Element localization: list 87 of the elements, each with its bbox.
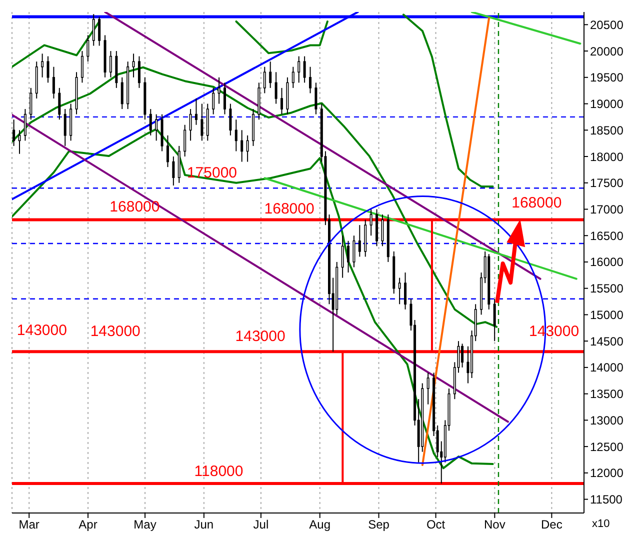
candlestick	[58, 87, 61, 120]
candlestick	[352, 235, 356, 268]
candlestick	[46, 56, 50, 84]
candlestick	[212, 87, 215, 115]
y-tick-label: 16000	[590, 255, 624, 270]
candlestick	[358, 224, 361, 258]
y-tick-label: 13500	[590, 387, 624, 402]
candlestick	[303, 56, 306, 84]
candlestick	[64, 108, 66, 146]
candlestick	[341, 235, 344, 278]
candlestick	[269, 61, 272, 88]
candlestick	[218, 76, 220, 104]
annotation: 118000	[194, 463, 244, 480]
candlestick	[274, 72, 278, 104]
candlestick	[292, 66, 294, 88]
candlestick	[149, 108, 152, 136]
annotation: 168000	[512, 194, 562, 212]
candlestick	[298, 56, 300, 84]
candlestick	[461, 343, 464, 368]
candlestick	[200, 103, 204, 142]
y-tick-label: 18500	[590, 123, 624, 138]
annotation: 143000	[16, 322, 67, 340]
y-tick-label: 12000	[590, 466, 624, 480]
candlestick	[41, 53, 44, 78]
x-tick-label: Dec	[541, 518, 562, 532]
x-tick-label: Oct	[426, 518, 446, 532]
annotation: 168000	[110, 198, 160, 216]
candlestick	[92, 14, 95, 46]
candlestick	[404, 272, 407, 310]
candlestick	[194, 98, 198, 126]
candlestick	[109, 50, 112, 78]
annotation: 168000	[264, 200, 314, 218]
x-tick-label: Jul	[253, 518, 269, 532]
y-axis-title: x10	[592, 518, 610, 530]
candlestick	[246, 134, 249, 162]
candlestick	[30, 87, 32, 120]
candlestick	[98, 16, 101, 46]
candlestick	[172, 156, 175, 186]
candlestick	[240, 130, 244, 162]
candlestick	[52, 66, 55, 99]
y-tick-label: 14500	[590, 334, 624, 348]
x-tick-label: Jun	[194, 518, 214, 532]
y-tick-label: 19000	[590, 97, 624, 112]
candlestick	[426, 372, 430, 405]
x-tick-label: Sep	[368, 518, 390, 532]
candlestick	[381, 214, 384, 247]
candlestick	[138, 56, 140, 88]
y-tick-label: 20000	[590, 44, 624, 58]
candlestick	[398, 277, 401, 305]
y-tick-label: 15000	[590, 308, 624, 322]
candlestick	[263, 66, 266, 94]
candlestick	[86, 34, 90, 62]
y-tick-label: 17500	[590, 176, 624, 190]
y-tick-label: 15500	[590, 282, 624, 296]
y-tick-label: 12500	[590, 440, 624, 454]
candlestick	[166, 134, 169, 168]
candlestick	[370, 208, 372, 236]
y-tick-label: 20500	[590, 18, 624, 32]
candlestick	[155, 114, 158, 142]
y-tick-label: 17000	[590, 202, 624, 216]
x-tick-label: Aug	[309, 518, 331, 532]
candlestick	[493, 298, 496, 342]
candlestick	[229, 103, 232, 136]
candlestick	[314, 82, 318, 115]
y-tick-label: 16500	[590, 228, 624, 243]
candlestick	[184, 124, 186, 157]
candlestick	[309, 66, 312, 94]
candlestick	[280, 87, 284, 115]
annotation: 143000	[235, 328, 286, 345]
candlestick	[80, 50, 84, 84]
candlestick	[132, 53, 135, 78]
candlestick	[223, 82, 226, 115]
annotation: 143000	[90, 323, 140, 340]
y-tick-label: 19500	[590, 70, 624, 85]
x-tick-label: May	[134, 518, 156, 532]
y-tick-label: 13000	[590, 413, 624, 428]
x-tick-label: Nov	[484, 518, 506, 532]
candlestick	[347, 240, 350, 274]
y-tick-label: 11500	[590, 492, 623, 507]
candlestick	[120, 76, 124, 110]
x-tick-label: Apr	[78, 518, 98, 532]
candlestick	[234, 119, 238, 152]
candlestick	[189, 108, 192, 142]
y-tick-label: 18000	[590, 150, 624, 164]
annotation: 175000	[186, 164, 238, 182]
y-tick-label: 14000	[590, 360, 624, 375]
x-tick-label: Mar	[18, 518, 40, 532]
